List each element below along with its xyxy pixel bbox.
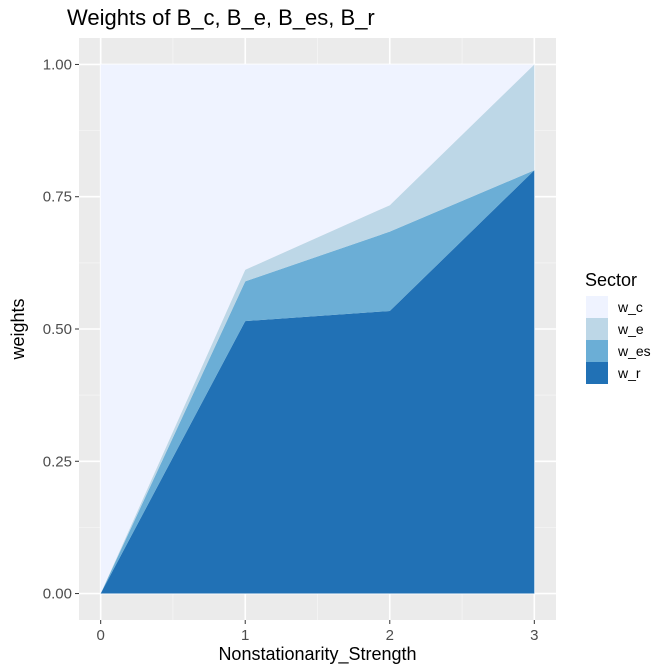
x-tick-label: 2 [386, 627, 394, 644]
legend-label-w-es: w_es [617, 343, 651, 359]
legend-label-w-r: w_r [617, 365, 641, 381]
x-tick-label: 0 [97, 627, 105, 644]
area-w-e [100, 64, 535, 594]
area-w-c [100, 64, 535, 594]
y-axis: 0.00 0.25 0.50 0.75 1.00 [43, 56, 79, 603]
legend-label-w-c: w_c [617, 299, 643, 315]
y-tick-label: 1.00 [43, 56, 72, 73]
legend-key-w-es [586, 340, 608, 362]
legend-key-w-r [586, 362, 608, 384]
x-tick-label: 1 [241, 627, 249, 644]
y-tick-label: 0.25 [43, 453, 72, 470]
y-tick-label: 0.50 [43, 321, 72, 338]
legend: Sector w_c w_e w_es w_r [585, 270, 651, 384]
x-axis: 0 1 2 3 [97, 620, 538, 644]
legend-key-w-c [586, 296, 608, 318]
y-axis-title: weights [8, 298, 28, 360]
y-tick-label: 0.75 [43, 189, 72, 206]
legend-title: Sector [585, 270, 637, 290]
legend-label-w-e: w_e [617, 321, 644, 337]
stacked-areas [100, 64, 535, 594]
legend-key-w-e [586, 318, 608, 340]
x-axis-title: Nonstationarity_Strength [218, 644, 416, 665]
chart-title: Weights of B_c, B_e, B_es, B_r [67, 5, 375, 30]
x-tick-label: 3 [530, 627, 538, 644]
y-tick-label: 0.00 [43, 586, 72, 603]
area-w-r [100, 170, 535, 594]
